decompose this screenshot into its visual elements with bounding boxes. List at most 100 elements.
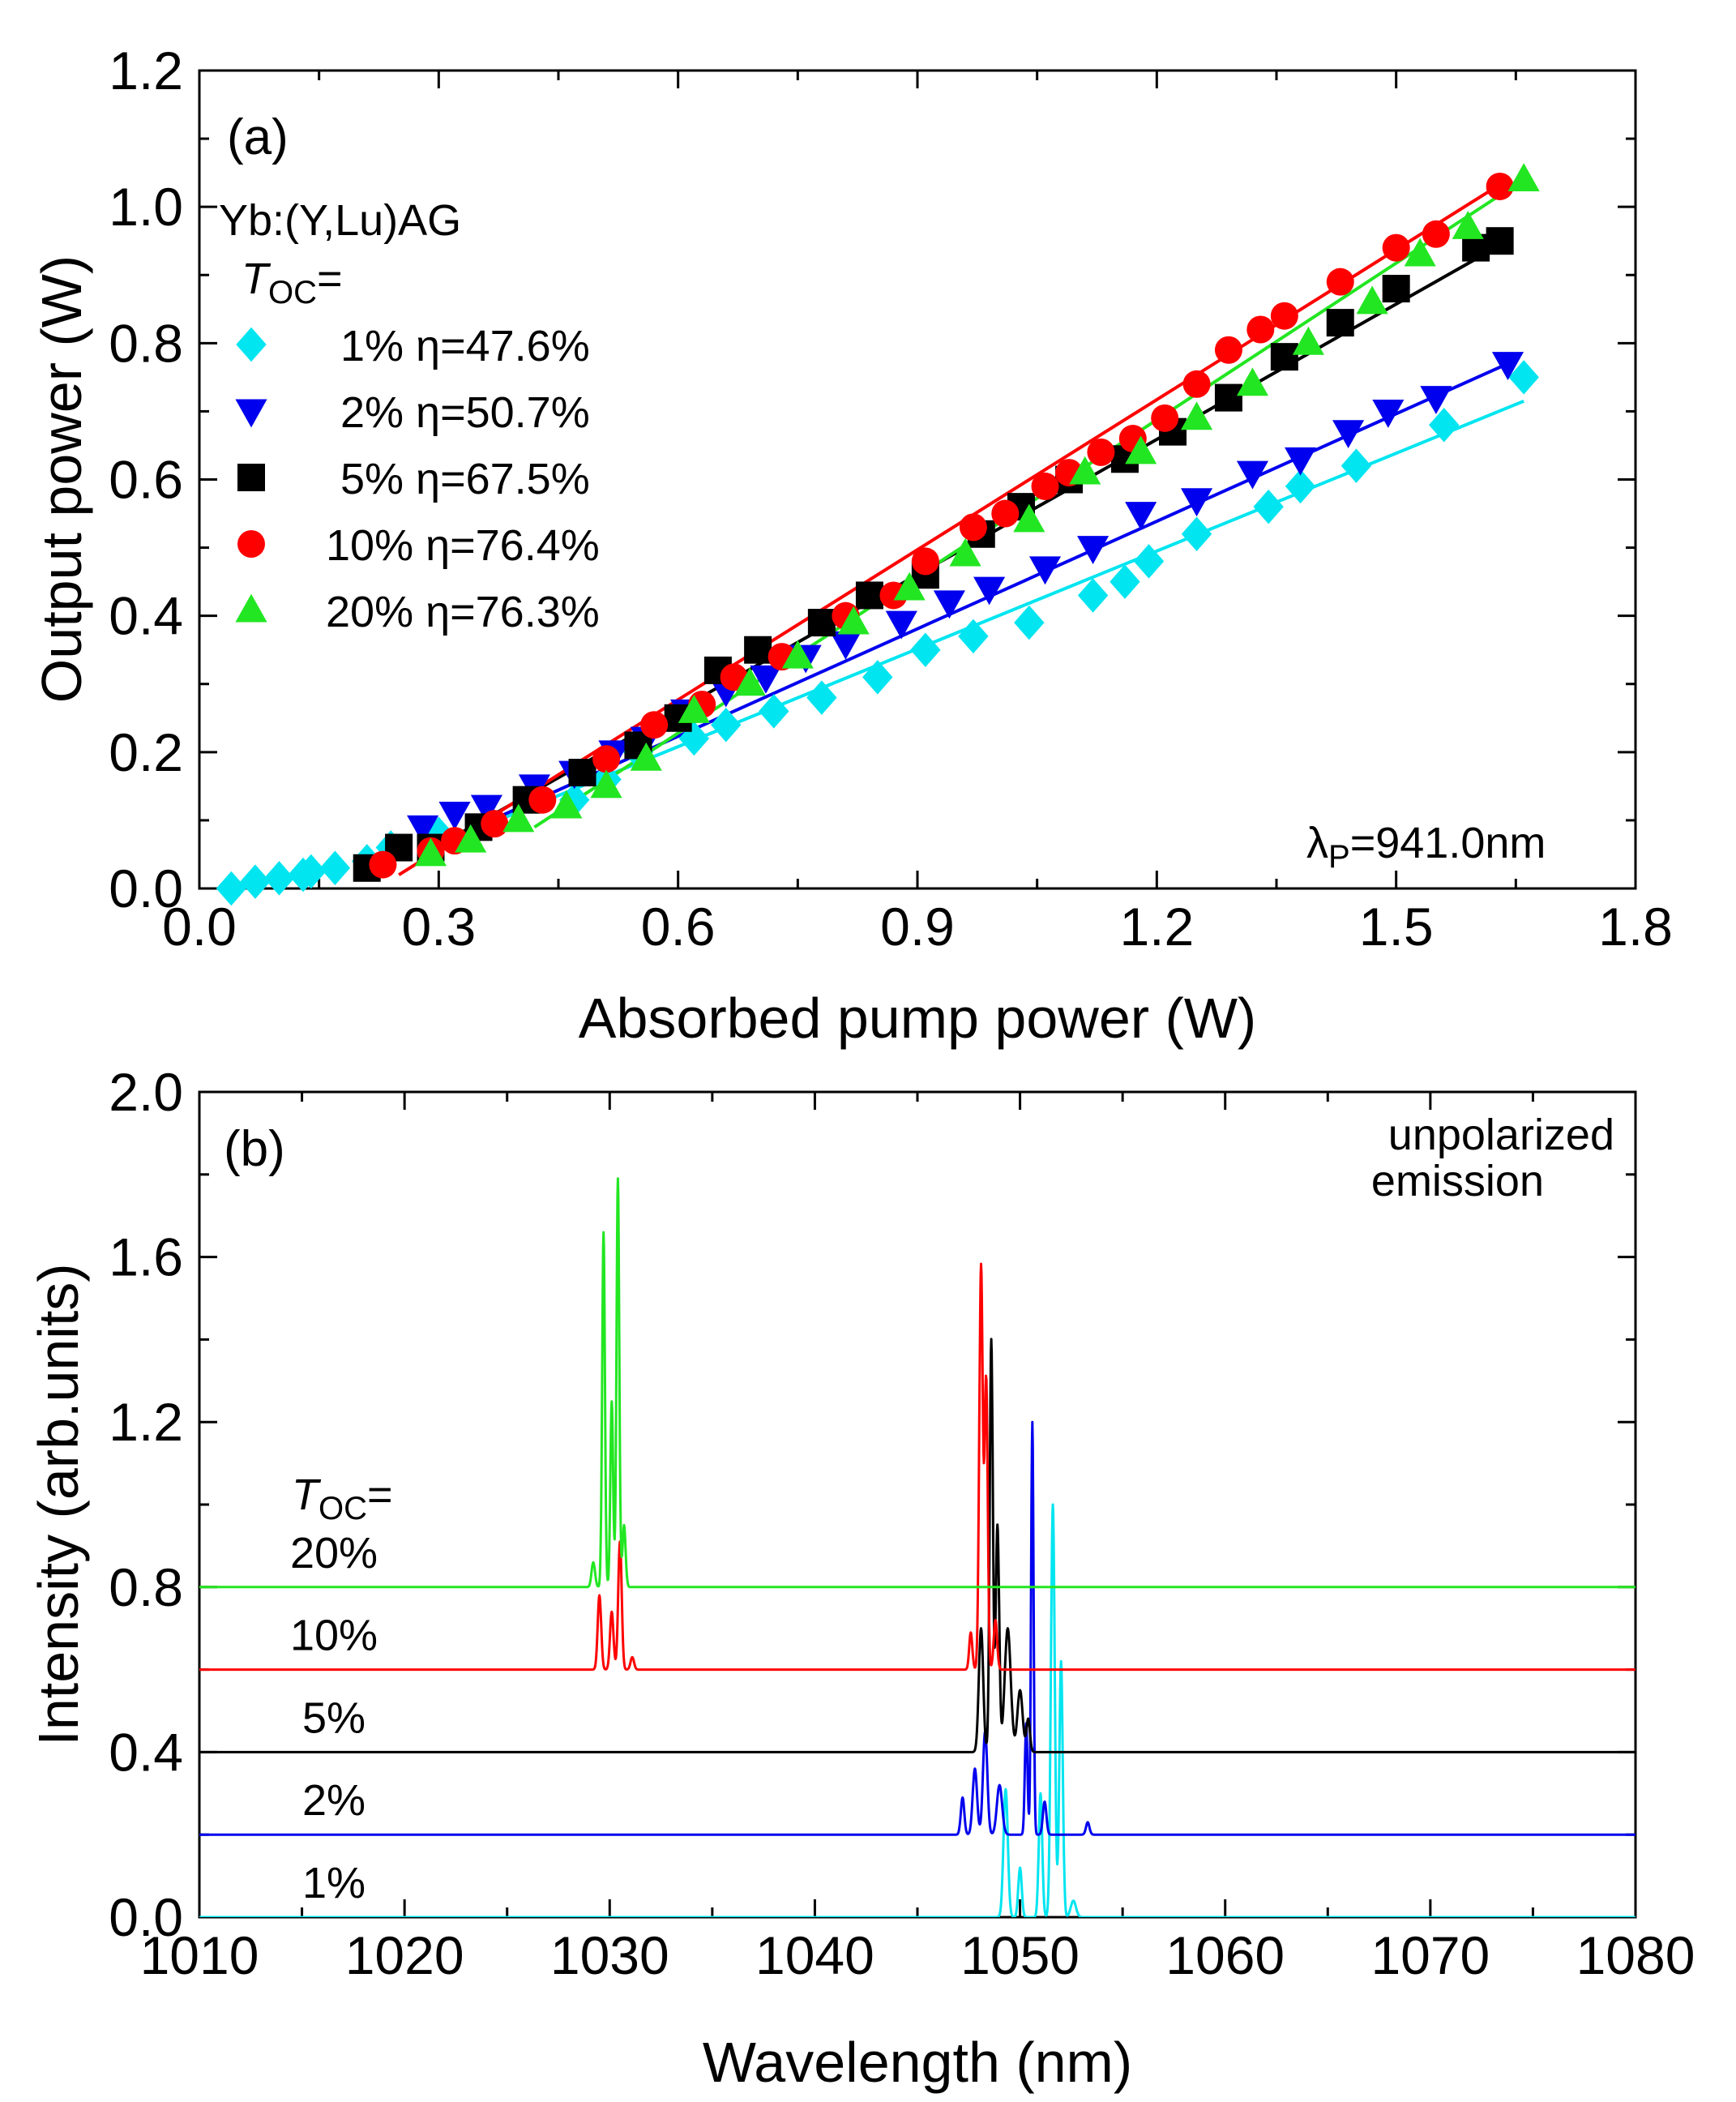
data-point-10pct: [1182, 370, 1211, 398]
panel-a-y-axis-title: Output power (W): [30, 255, 93, 703]
data-point-2pct: [1420, 386, 1452, 414]
data-point-10pct: [959, 513, 987, 542]
data-point-10pct: [1151, 404, 1179, 432]
panel-b: 1010 1020 1030 1040 1050 1060 1070 1080 0.0 0.4 0.…: [27, 1062, 1695, 2094]
data-point-1pct: [1253, 489, 1284, 524]
data-point-20pct: [733, 667, 766, 696]
data-point-2pct: [829, 631, 862, 660]
data-point-5pct: [855, 581, 883, 610]
data-point-20pct: [414, 837, 447, 867]
data-point-5pct: [568, 759, 596, 787]
legend-label-1pct: 1% η=47.6%: [340, 322, 590, 370]
data-point-10pct: [1326, 268, 1354, 296]
data-point-5pct: [1214, 383, 1242, 412]
legend-label-20pct: 20% η=76.3%: [326, 588, 600, 636]
data-point-5pct: [1486, 227, 1514, 255]
legend-marker-20pct: [235, 593, 267, 623]
panel-a-legend: 1% η=47.6% 2% η=50.7% 5% η=67.5% 10% η=76.4…: [235, 322, 600, 636]
data-point-1pct: [1181, 516, 1212, 552]
data-point-1pct: [1014, 605, 1045, 640]
panel-a-label: (a): [227, 109, 289, 165]
data-point-2pct: [1491, 352, 1524, 380]
pump-wavelength-sym: λ: [1306, 819, 1328, 867]
spectrum-1pct: [199, 1503, 1636, 1917]
data-point-5pct: [744, 636, 772, 664]
panel-b-x-tick-label: 1050: [960, 1925, 1080, 1985]
legend-title-b-sub: OC: [319, 1491, 367, 1526]
data-point-1pct: [711, 707, 742, 743]
data-point-2pct: [1125, 502, 1157, 530]
data-point-5pct: [1270, 343, 1298, 371]
data-point-10pct: [481, 810, 509, 838]
data-point-1pct: [910, 632, 941, 667]
data-point-20pct: [893, 572, 926, 601]
pump-wavelength-value: =941.0nm: [1350, 819, 1546, 867]
data-point-20pct: [550, 790, 583, 819]
panel-b-y-tick-label: 0.8: [109, 1557, 183, 1617]
legend-title-a-sym: T: [242, 255, 272, 303]
data-point-5pct: [1382, 275, 1410, 303]
panel-b-y-tick-label: 1.6: [109, 1227, 183, 1287]
panel-a-x-axis-title: Absorbed pump power (W): [579, 987, 1256, 1050]
data-point-2pct: [1181, 488, 1213, 517]
data-point-1pct: [263, 861, 295, 896]
data-point-20pct: [1507, 163, 1540, 191]
panel-b-x-tick-label: 1030: [550, 1925, 669, 1985]
data-point-2pct: [1332, 420, 1365, 449]
data-point-1pct: [1077, 578, 1109, 613]
series-label-2pct: 2%: [302, 1776, 366, 1825]
data-point-1pct: [1285, 469, 1316, 504]
legend-title-a: TOC=: [242, 255, 343, 310]
panel-b-y-tick-label: 2.0: [109, 1062, 183, 1122]
data-point-10pct: [1270, 302, 1298, 330]
panel-a-y-tick-label: 1.2: [109, 41, 183, 101]
data-point-10pct: [528, 786, 557, 814]
data-point-2pct: [750, 665, 782, 694]
legend-label-5pct: 5% η=67.5%: [340, 455, 590, 503]
series-20pct: [414, 163, 1540, 867]
data-point-1pct: [240, 864, 271, 899]
pump-wavelength-sub: P: [1328, 839, 1350, 875]
data-point-1pct: [862, 660, 893, 695]
series-label-10pct: 10%: [290, 1612, 378, 1660]
data-point-1pct: [296, 854, 327, 889]
panel-a-y-tick-label: 0.2: [109, 722, 183, 782]
panel-a-y-tick-label: 1.0: [109, 177, 183, 237]
panel-a-x-tick-label: 1.2: [1119, 897, 1194, 957]
panel-a-data-points: [216, 163, 1540, 906]
data-point-10pct: [1087, 438, 1115, 466]
panel-a-y-tick-label: 0.4: [109, 586, 183, 646]
legend-title-b-sym: T: [292, 1471, 322, 1519]
panel-a-y-tick-label: 0.6: [109, 450, 183, 510]
spectrum-5pct: [199, 1338, 1636, 1753]
data-point-10pct: [911, 547, 939, 576]
panel-b-label: (b): [224, 1121, 285, 1177]
data-point-1pct: [1133, 544, 1165, 579]
data-point-2pct: [1284, 447, 1317, 476]
data-point-2pct: [1372, 399, 1405, 428]
panel-b-x-tick-label: 1010: [140, 1925, 259, 1985]
legend-label-2pct: 2% η=50.7%: [340, 388, 590, 437]
data-point-10pct: [1486, 172, 1514, 200]
panel-a-x-tick-label: 0.9: [880, 897, 955, 957]
data-point-5pct: [807, 609, 836, 637]
data-point-10pct: [1031, 472, 1059, 500]
data-point-5pct: [1326, 309, 1354, 337]
data-point-10pct: [1246, 315, 1275, 344]
data-point-20pct: [1292, 326, 1324, 355]
data-point-20pct: [590, 769, 622, 798]
data-point-1pct: [1508, 360, 1539, 395]
panel-b-spectra: [199, 1177, 1636, 1917]
panel-b-frame: [198, 1090, 1637, 1919]
data-point-2pct: [1028, 556, 1062, 585]
data-point-20pct: [630, 742, 662, 771]
data-point-20pct: [1236, 367, 1269, 396]
data-point-2pct: [973, 576, 1006, 606]
panel-b-series-labels: 1% 2% 5% 10% 20%: [290, 1529, 378, 1907]
data-point-10pct: [369, 850, 397, 879]
panel-a-ticks: [198, 69, 1637, 890]
legend-marker-5pct: [237, 464, 265, 491]
data-point-20pct: [837, 606, 870, 635]
data-point-1pct: [1429, 407, 1460, 443]
